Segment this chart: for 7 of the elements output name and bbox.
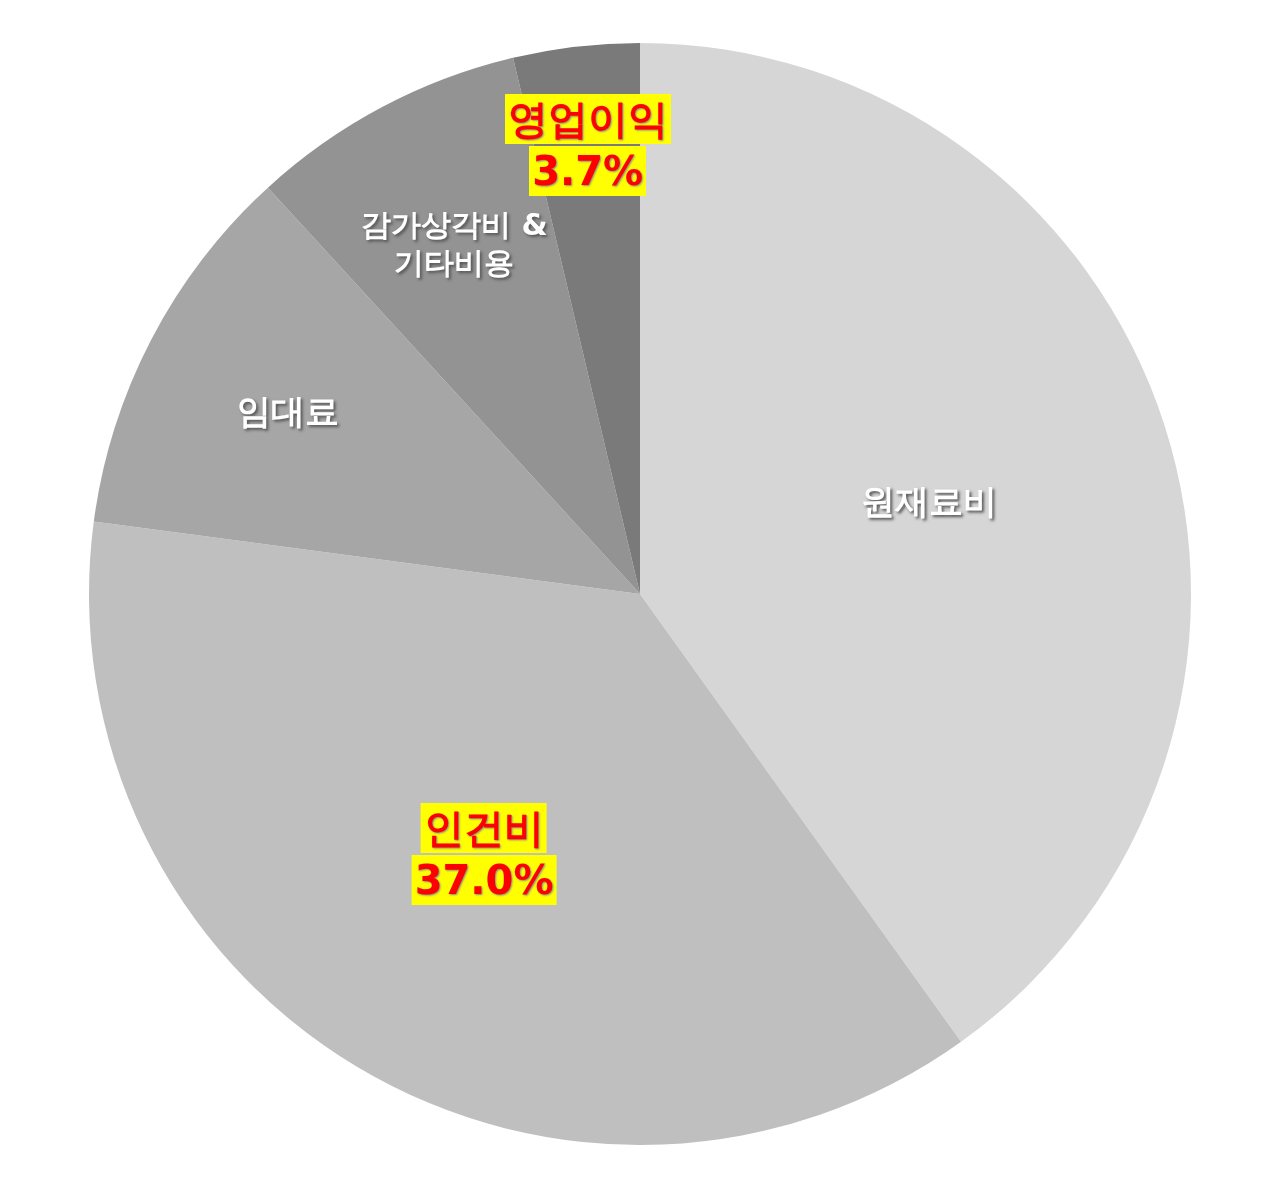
slice-label: 원재료비 [860,480,997,523]
slice-label: 영업이익 [504,94,671,145]
data-label: 37.0% [411,854,557,905]
slice-label: 감가상각비 & 기타비용 [360,205,549,281]
slice-label: 인건비 [421,802,548,853]
data-label: 3.7% [529,146,647,197]
slice-label: 임대료 [237,389,340,432]
